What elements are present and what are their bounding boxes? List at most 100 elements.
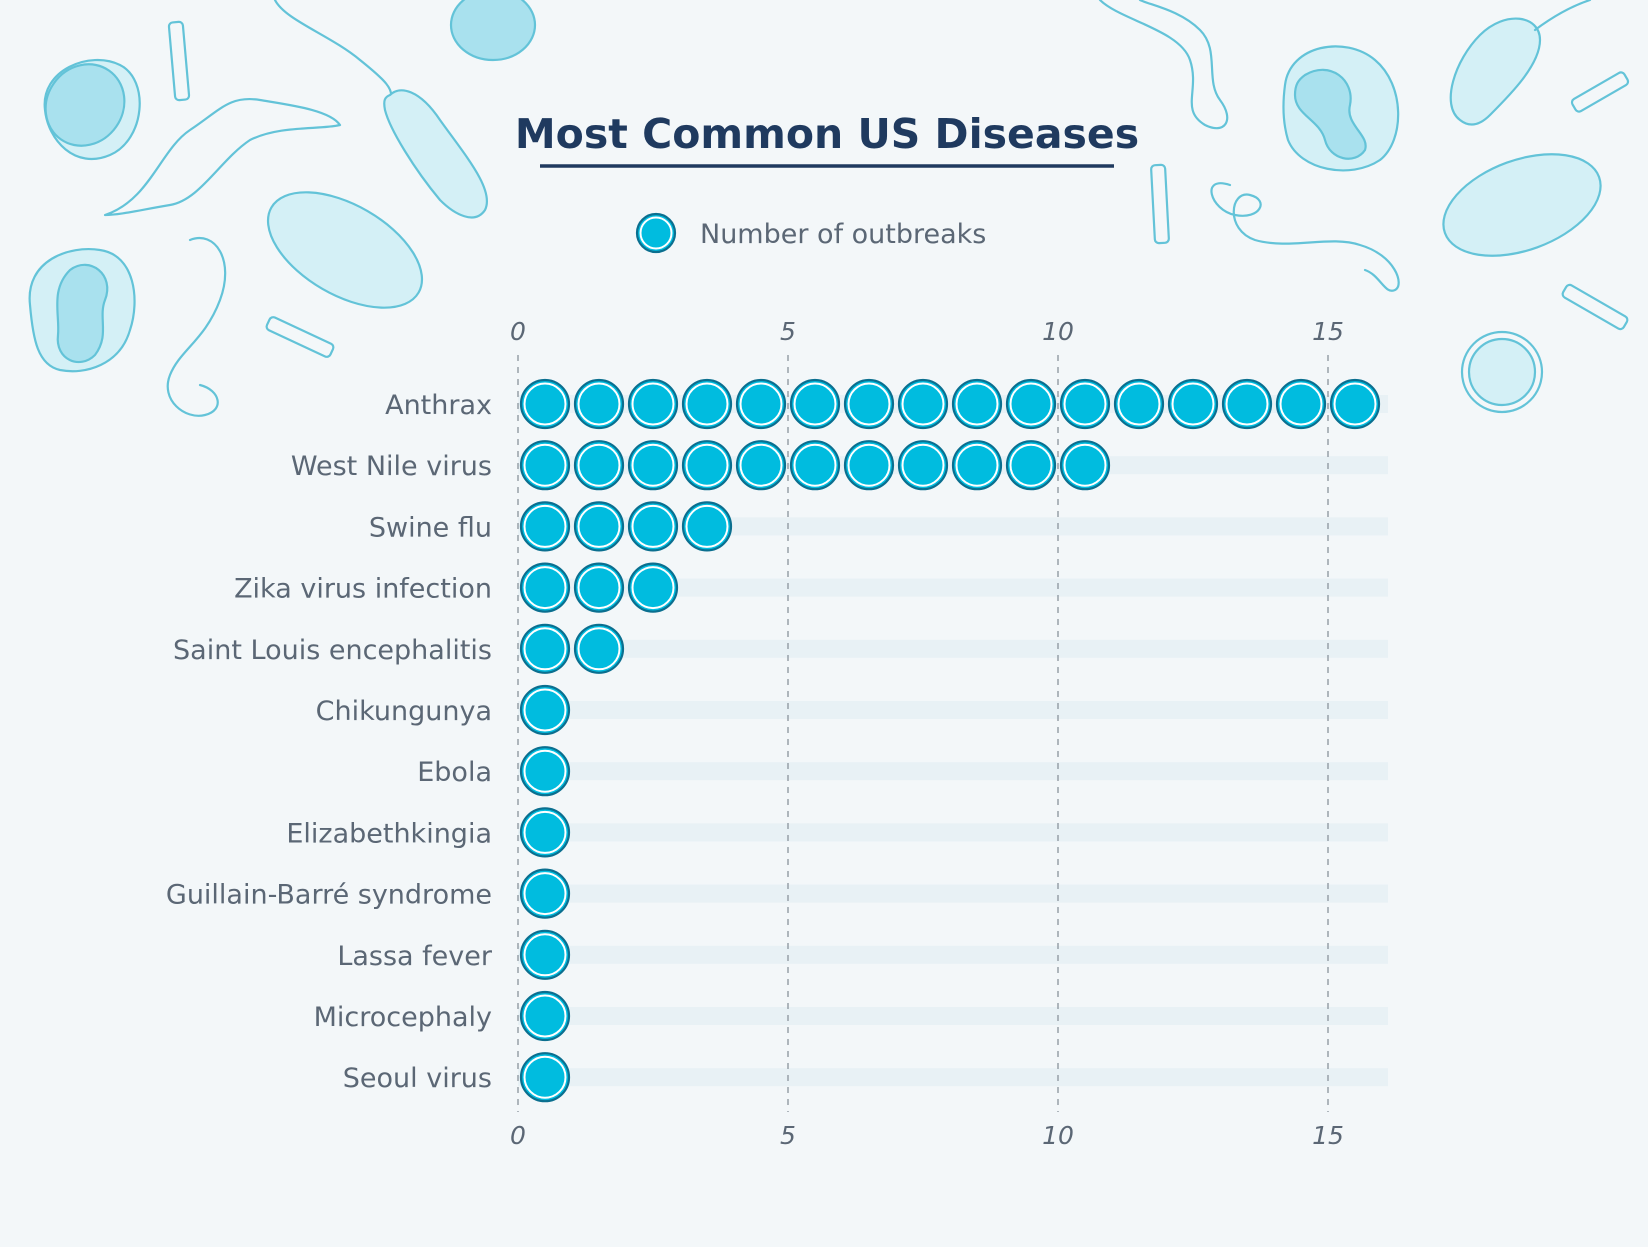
outbreak-dot-ring [577, 566, 621, 610]
category-label: Saint Louis encephalitis [173, 635, 492, 666]
outbreak-dot [519, 990, 571, 1042]
category-label: West Nile virus [291, 451, 492, 482]
outbreak-dot-ring [1333, 382, 1377, 426]
microbe-icon [1150, 163, 1170, 245]
row-track [518, 1068, 1388, 1087]
outbreak-dot [519, 684, 571, 736]
x-tick-label-bottom: 10 [1042, 1121, 1074, 1150]
outbreak-dot-ring [631, 443, 675, 487]
outbreak-dot-ring [523, 933, 567, 977]
outbreak-dot [1059, 378, 1111, 430]
outbreak-dot [1059, 440, 1111, 491]
category-label: Lassa fever [337, 941, 493, 972]
outbreak-dot-ring [847, 382, 891, 426]
outbreak-dot-ring [1063, 382, 1107, 426]
outbreak-dot [681, 378, 733, 430]
x-tick-label-bottom: 5 [780, 1121, 796, 1150]
outbreak-dot [1005, 378, 1057, 430]
microbe-icon [1460, 330, 1544, 414]
row-track [518, 701, 1388, 719]
microbe-icon [1449, 0, 1592, 126]
outbreak-dot [627, 501, 679, 552]
microbe-illustrations-right [1098, 0, 1630, 414]
row-track [518, 823, 1388, 842]
outbreak-dot [897, 378, 949, 430]
outbreak-dot [789, 440, 841, 491]
outbreak-dot-ring [577, 627, 621, 671]
microbe-icon [1442, 153, 1602, 257]
outbreak-dot-ring [1279, 382, 1323, 426]
outbreak-dot [1113, 378, 1165, 430]
row-track [518, 884, 1388, 903]
outbreak-dot [627, 562, 679, 613]
outbreak-dot [519, 868, 571, 919]
microbe-icon [1210, 182, 1400, 292]
outbreak-dot [951, 378, 1003, 430]
legend-swatch [635, 212, 677, 254]
outbreak-dot [519, 378, 571, 430]
category-label: Elizabethkingia [286, 818, 492, 849]
outbreak-dot [573, 562, 625, 613]
outbreak-dot-ring [1063, 443, 1107, 487]
row-track [518, 762, 1388, 781]
outbreak-dot-ring [1009, 443, 1053, 487]
outbreak-dot-ring [523, 1055, 567, 1099]
outbreak-dot-ring [955, 443, 999, 487]
outbreak-dot [897, 440, 949, 491]
outbreak-dot [519, 746, 571, 797]
outbreak-dot [681, 440, 733, 491]
outbreak-dot [1329, 378, 1381, 430]
category-label: Microcephaly [314, 1002, 492, 1033]
outbreak-dot-ring [685, 504, 729, 548]
outbreak-dot [573, 378, 625, 430]
outbreak-dot [519, 623, 571, 674]
outbreak-dot [519, 562, 571, 613]
outbreak-dot-ring [631, 382, 675, 426]
outbreak-dot-ring [1171, 382, 1215, 426]
outbreak-dot-ring [523, 504, 567, 548]
x-tick-label-bottom: 15 [1312, 1121, 1344, 1150]
outbreak-dot [1221, 378, 1273, 430]
category-label: Seoul virus [343, 1063, 492, 1094]
row-track [518, 639, 1388, 658]
outbreak-dot [519, 501, 571, 552]
row-track [518, 1007, 1388, 1025]
outbreak-dot-ring [523, 382, 567, 426]
outbreak-dot-ring [523, 749, 567, 793]
outbreak-dot-ring [523, 443, 567, 487]
microbe-icon [1570, 71, 1630, 113]
outbreak-dot [519, 807, 571, 858]
row-track [518, 945, 1388, 964]
outbreak-dot-ring [523, 627, 567, 671]
outbreak-dot-ring [523, 810, 567, 854]
outbreak-dot [1005, 440, 1057, 491]
microbe-icon [266, 191, 424, 309]
outbreak-dot-ring [1117, 382, 1161, 426]
outbreak-dot-ring [523, 872, 567, 916]
outbreak-dot-ring [793, 382, 837, 426]
outbreak-dot [573, 440, 625, 491]
outbreak-dot-ring [1225, 382, 1269, 426]
outbreak-dot-ring [631, 566, 675, 610]
outbreak-dot [843, 378, 895, 430]
outbreak-dot [573, 623, 625, 674]
outbreak-dot [735, 378, 787, 430]
x-tick-label-top: 5 [780, 317, 796, 346]
microbe-icon [166, 237, 227, 417]
microbe-icon [1098, 0, 1229, 130]
microbe-icon [28, 248, 136, 373]
outbreak-dot-ring [739, 443, 783, 487]
category-label: Guillain-Barré syndrome [166, 880, 492, 911]
microbe-icon [43, 58, 141, 161]
microbe-icon [167, 20, 191, 102]
outbreak-dot [627, 440, 679, 491]
category-label: Swine flu [369, 512, 492, 543]
outbreak-dot [951, 440, 1003, 491]
outbreak-dot [519, 929, 571, 980]
outbreak-dot [573, 501, 625, 552]
category-label: Anthrax [385, 390, 492, 421]
outbreak-dot-ring [577, 504, 621, 548]
microbe-icon [103, 97, 342, 217]
outbreak-dot-ring [631, 504, 675, 548]
